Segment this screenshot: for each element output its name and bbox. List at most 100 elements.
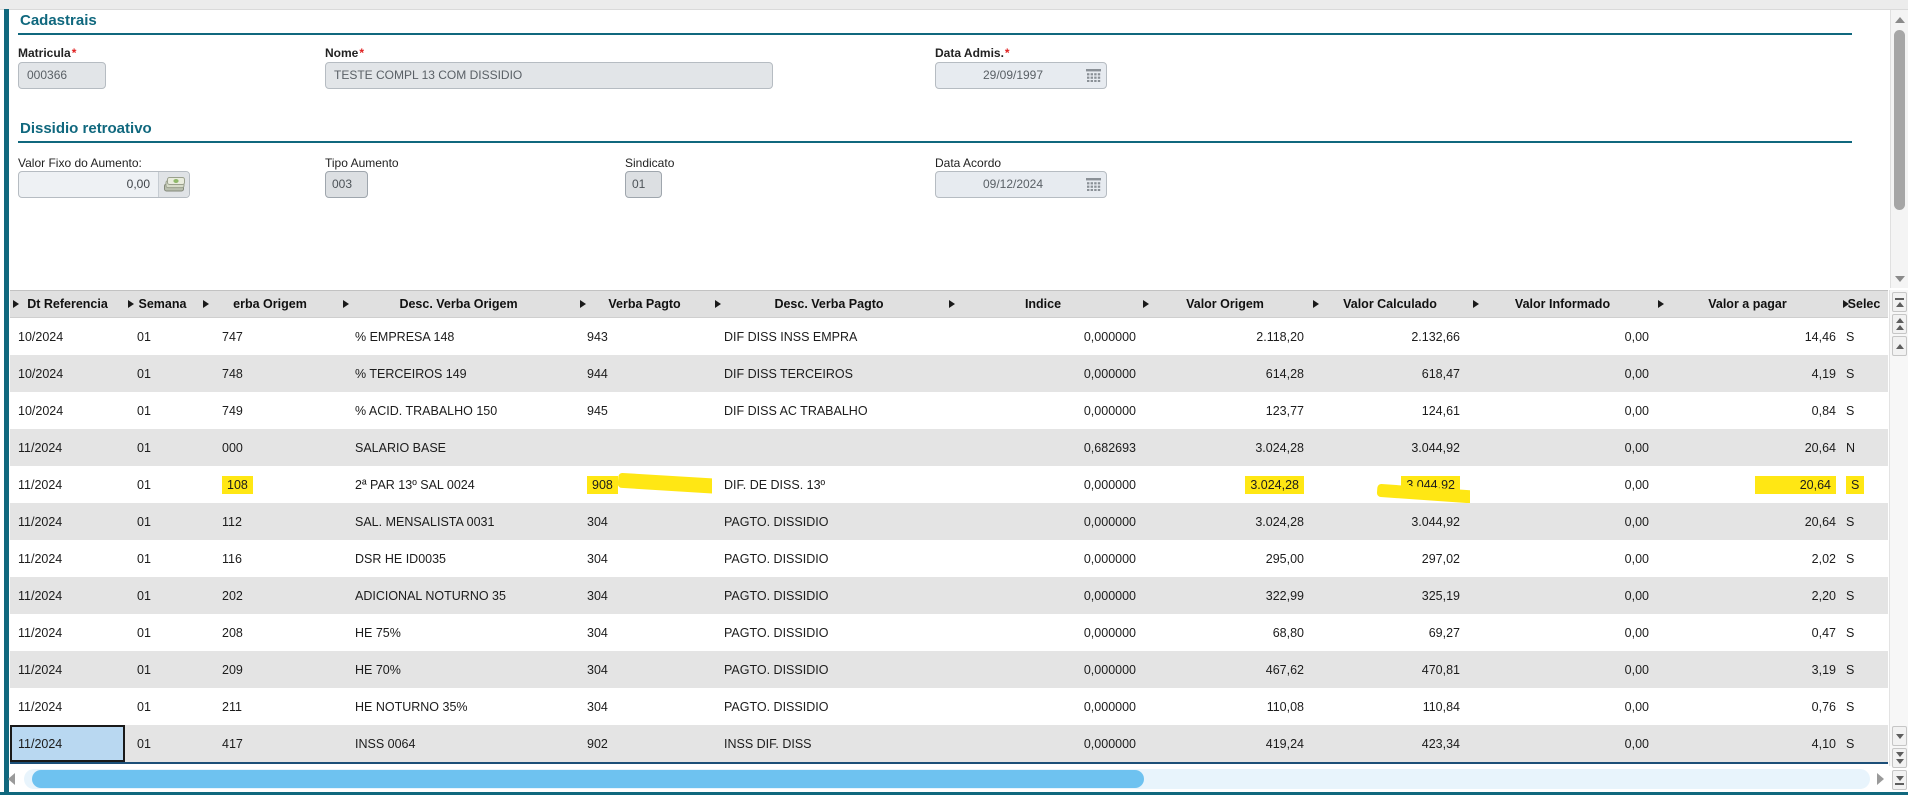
column-header-dt_referencia[interactable]: Dt Referencia: [10, 290, 125, 318]
cell-indice[interactable]: 0,000000: [1083, 329, 1136, 344]
cell-valor_calculado[interactable]: 3.044,92: [1411, 514, 1460, 529]
cell-valor_a_pagar[interactable]: 20,64: [1804, 514, 1836, 529]
cell-valor_informado[interactable]: 0,00: [1624, 440, 1649, 455]
data-acordo-field[interactable]: 09/12/2024: [935, 171, 1107, 198]
cell-desc_verba_origem[interactable]: ADICIONAL NOTURNO 35: [355, 588, 506, 603]
cell-valor_informado[interactable]: 0,00: [1624, 699, 1649, 714]
column-menu-arrow-icon[interactable]: [1143, 300, 1149, 308]
calendar-icon[interactable]: [1080, 69, 1106, 82]
cell-valor_calculado[interactable]: 3.044,92: [1310, 466, 1470, 503]
cell-valor_informado[interactable]: 0,00: [1624, 403, 1649, 418]
column-menu-arrow-icon[interactable]: [1843, 300, 1849, 308]
cell-desc_verba_pagto[interactable]: [712, 429, 946, 466]
cell-dt_referencia[interactable]: 11/2024: [18, 588, 63, 603]
cell-dt_referencia[interactable]: 11/2024: [18, 477, 63, 492]
cell-dt_referencia[interactable]: 11/2024: [18, 551, 63, 566]
cell-valor_a_pagar[interactable]: 4,19: [1811, 366, 1836, 381]
cell-desc_verba_pagto[interactable]: PAGTO. DISSIDIO: [724, 699, 829, 714]
cell-verba_origem[interactable]: 417: [222, 736, 243, 751]
cell-valor_calculado[interactable]: 110,84: [1422, 699, 1460, 714]
cell-verba_origem[interactable]: 108: [200, 466, 340, 503]
cell-semana[interactable]: 01: [137, 588, 151, 603]
selected-cell-dt_referencia[interactable]: 11/2024: [10, 725, 125, 763]
hscrollbar-right-button[interactable]: [1877, 773, 1884, 785]
cell-semana[interactable]: 01: [137, 551, 151, 566]
calendar-icon[interactable]: [1080, 178, 1106, 191]
cell-valor_origem[interactable]: 123,77: [1265, 403, 1304, 418]
nome-field[interactable]: TESTE COMPL 13 COM DISSIDIO: [325, 62, 773, 89]
cell-valor_origem[interactable]: 2.118,20: [1256, 329, 1304, 344]
cell-semana[interactable]: 01: [137, 366, 151, 381]
column-menu-arrow-icon[interactable]: [203, 300, 209, 308]
valor-fixo-field[interactable]: 0,00: [18, 171, 190, 198]
table-row[interactable]: 11/2024 01 202 ADICIONAL NOTURNO 35 304 PAGTO…: [10, 577, 1888, 614]
grid-row-down-button[interactable]: [1892, 726, 1907, 746]
cell-valor_calculado[interactable]: 2.132,66: [1411, 329, 1460, 344]
cell-selec[interactable]: S: [1846, 403, 1855, 418]
cell-verba_pagto[interactable]: 304: [587, 662, 608, 677]
sindicato-field[interactable]: 01: [625, 171, 662, 198]
column-menu-arrow-icon[interactable]: [128, 300, 134, 308]
column-header-semana[interactable]: Semana: [125, 290, 200, 318]
page-scrollbar[interactable]: [1890, 10, 1908, 288]
cell-verba_origem[interactable]: 749: [222, 403, 243, 418]
cell-desc_verba_origem[interactable]: % ACID. TRABALHO 150: [355, 403, 498, 418]
cell-valor_calculado[interactable]: 470,81: [1421, 662, 1460, 677]
column-header-desc_verba_origem[interactable]: Desc. Verba Origem: [340, 290, 577, 318]
column-header-verba_pagto[interactable]: Verba Pagto: [577, 290, 712, 318]
cell-verba_origem[interactable]: 202: [222, 588, 243, 603]
cell-semana[interactable]: 01: [137, 699, 151, 714]
cell-desc_verba_pagto[interactable]: PAGTO. DISSIDIO: [724, 662, 829, 677]
hscrollbar-left-button[interactable]: [8, 773, 15, 785]
page-scrollbar-down-button[interactable]: [1894, 273, 1905, 284]
cell-indice[interactable]: 0,000000: [1083, 514, 1136, 529]
cell-valor_calculado[interactable]: 124,61: [1421, 403, 1460, 418]
cell-indice[interactable]: 0,000000: [1083, 477, 1136, 492]
cell-semana[interactable]: 01: [137, 329, 151, 344]
cell-valor_origem[interactable]: 3.024,28: [1140, 466, 1310, 503]
cell-desc_verba_origem[interactable]: SAL. MENSALISTA 0031: [355, 514, 495, 529]
cell-selec[interactable]: N: [1846, 440, 1856, 455]
table-row[interactable]: 11/2024 01 116 DSR HE ID0035 304 PAGTO. DISSI…: [10, 540, 1888, 577]
cell-verba_origem[interactable]: 209: [222, 662, 243, 677]
table-row[interactable]: 11/2024 01 000 SALARIO BASE 0,682693 3.024,28…: [10, 429, 1888, 466]
cell-indice[interactable]: 0,000000: [1083, 403, 1136, 418]
cell-verba_pagto[interactable]: 304: [587, 699, 608, 714]
cell-desc_verba_origem[interactable]: SALARIO BASE: [355, 440, 447, 455]
cell-valor_a_pagar[interactable]: 14,46: [1804, 329, 1836, 344]
cell-valor_calculado[interactable]: 297,02: [1421, 551, 1460, 566]
cell-verba_origem[interactable]: 000: [222, 440, 243, 455]
column-header-selec[interactable]: Selec: [1840, 290, 1888, 318]
cell-verba_pagto[interactable]: 304: [587, 625, 608, 640]
cell-valor_a_pagar[interactable]: 3,19: [1811, 662, 1836, 677]
cell-semana[interactable]: 01: [137, 477, 151, 492]
cell-valor_a_pagar[interactable]: 0,47: [1811, 625, 1836, 640]
column-menu-arrow-icon[interactable]: [715, 300, 721, 308]
cell-valor_informado[interactable]: 0,00: [1624, 736, 1649, 751]
cell-desc_verba_origem[interactable]: HE NOTURNO 35%: [355, 699, 468, 714]
table-row[interactable]: 10/2024 01 748 % TERCEIROS 149 944 DIF DISS T…: [10, 355, 1888, 392]
cell-indice[interactable]: 0,000000: [1083, 699, 1136, 714]
cell-verba_pagto[interactable]: 943: [587, 329, 608, 344]
cell-valor_origem[interactable]: 3.024,28: [1255, 440, 1304, 455]
cell-valor_origem[interactable]: 467,62: [1265, 662, 1304, 677]
cell-indice[interactable]: 0,000000: [1083, 625, 1136, 640]
cell-selec[interactable]: S: [1840, 466, 1888, 503]
cell-indice[interactable]: 0,000000: [1083, 736, 1136, 751]
cell-dt_referencia[interactable]: 11/2024: [18, 662, 63, 677]
matricula-field[interactable]: 000366: [18, 62, 106, 89]
cell-verba_origem[interactable]: 112: [222, 514, 242, 529]
column-menu-arrow-icon[interactable]: [949, 300, 955, 308]
cell-desc_verba_pagto[interactable]: PAGTO. DISSIDIO: [724, 551, 829, 566]
cell-selec[interactable]: S: [1846, 736, 1855, 751]
cell-dt_referencia[interactable]: 10/2024: [18, 329, 64, 344]
cell-desc_verba_pagto[interactable]: PAGTO. DISSIDIO: [724, 588, 829, 603]
cell-indice[interactable]: 0,000000: [1083, 588, 1136, 603]
cell-valor_a_pagar[interactable]: 4,10: [1811, 736, 1836, 751]
table-row[interactable]: 11/2024 01 417 INSS 0064 902 INSS DIF. DISS 0,…: [10, 725, 1888, 763]
cell-desc_verba_pagto[interactable]: DIF DISS INSS EMPRA: [724, 329, 858, 344]
cell-desc_verba_pagto[interactable]: DIF DISS AC TRABALHO: [724, 403, 868, 418]
column-menu-arrow-icon[interactable]: [1473, 300, 1479, 308]
data-admissao-field[interactable]: 29/09/1997: [935, 62, 1107, 89]
cell-valor_origem[interactable]: 110,08: [1266, 699, 1304, 714]
